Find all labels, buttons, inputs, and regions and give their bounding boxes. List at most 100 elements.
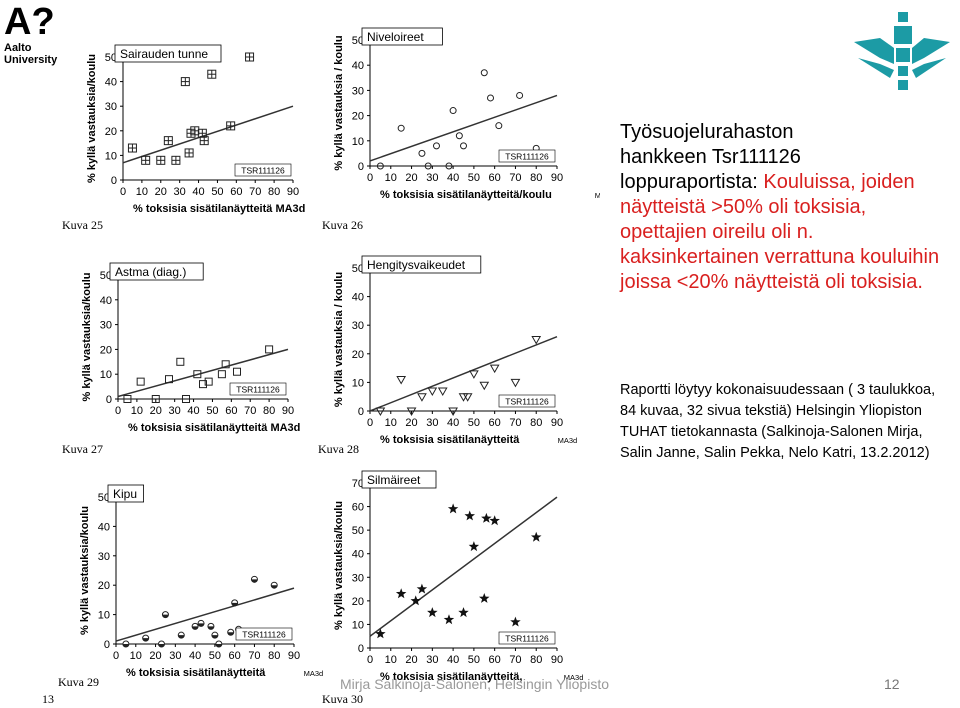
y-axis-label: % kyllä vastauksia/koulu <box>86 54 98 183</box>
data-point <box>479 593 490 603</box>
badge-frame <box>498 149 556 163</box>
x-tick-label: 90 <box>551 172 563 184</box>
x-tick-label: 10 <box>130 650 142 662</box>
data-point-fill <box>162 614 169 618</box>
data-point <box>460 142 467 150</box>
x-tick-label: 70 <box>248 650 260 662</box>
chart-title-frame <box>361 27 443 46</box>
trend-line <box>122 105 294 164</box>
x-tick-label: 30 <box>426 417 438 429</box>
y-tick-label: 30 <box>352 572 364 584</box>
x-tick-label: 90 <box>287 186 299 198</box>
data-point <box>397 124 405 132</box>
y-tick-label: 70 <box>352 478 364 490</box>
chart-title-box: Niveloireet <box>361 27 443 46</box>
x-tick-label: 50 <box>468 172 480 184</box>
helsinki-flame-icon <box>850 8 954 98</box>
x-tick-label: 40 <box>187 405 199 417</box>
x-tick-label: 0 <box>367 654 373 666</box>
trend-line <box>115 587 295 642</box>
data-point <box>193 370 202 379</box>
chart-title-frame <box>361 255 482 274</box>
y-tick-label: 10 <box>352 377 364 389</box>
chart-title: Silmäireet <box>367 473 421 487</box>
chart-title-frame <box>114 44 222 63</box>
data-point <box>479 381 490 391</box>
data-point <box>510 616 521 627</box>
data-point <box>462 393 473 402</box>
data-point <box>455 132 463 140</box>
chart-title-frame <box>361 470 437 489</box>
y-axis-label: % kyllä vastauksia/koulu <box>333 501 345 630</box>
y-tick-label: 0 <box>358 643 364 655</box>
chart-title: Sairauden tunne <box>120 47 208 61</box>
x-tick-label: 80 <box>268 186 280 198</box>
chart-caption: Kuva 26 <box>322 218 363 232</box>
x-tick-label: 60 <box>229 650 241 662</box>
data-point-fill <box>211 635 218 639</box>
y-tick-label: 10 <box>105 150 117 162</box>
data-point-fill <box>207 626 214 630</box>
data-point-fill <box>142 638 149 642</box>
data-point <box>123 395 132 403</box>
x-tick-label: 40 <box>447 172 459 184</box>
data-point <box>468 541 480 552</box>
title-line: loppuraportista: <box>620 171 764 193</box>
data-point <box>410 595 421 606</box>
data-point <box>489 515 500 526</box>
x-tick-label: 70 <box>509 417 521 429</box>
data-point <box>487 94 495 102</box>
y-tick-label: 30 <box>105 101 117 113</box>
x-axis-label: % toksisia sisätilanäytteitä <box>126 667 266 679</box>
x-tick-label: 0 <box>115 405 121 417</box>
data-point <box>458 607 469 618</box>
chart-title-frame <box>107 484 144 503</box>
y-tick-label: 40 <box>352 60 364 72</box>
x-tick-label: 0 <box>367 172 373 184</box>
chart-title-box: Sairauden tunne <box>114 44 222 63</box>
data-point <box>265 345 274 354</box>
data-point <box>432 142 440 150</box>
x-tick-label: 80 <box>530 417 542 429</box>
data-point <box>406 407 417 417</box>
x-axis-label: % toksisia sisätilanäytteitä MA3d <box>133 203 305 215</box>
y-tick-label: 30 <box>352 85 364 97</box>
y-tick-label: 20 <box>98 580 110 592</box>
x-tick-label: 60 <box>489 172 501 184</box>
x-tick-label: 30 <box>426 172 438 184</box>
y-axis-label: % kyllä vastauksia/koulu <box>81 272 93 401</box>
title-line: Työsuojelurahaston <box>620 121 794 143</box>
aalto-logo-name: Aalto University <box>4 42 58 66</box>
data-point <box>136 377 145 386</box>
title-highlight: Kouluissa, joiden näytteistä >50% oli to… <box>620 171 940 293</box>
y-tick-label: 50 <box>98 492 110 504</box>
x-tick-label: 10 <box>385 172 397 184</box>
y-tick-label: 20 <box>352 111 364 123</box>
data-point <box>376 162 384 170</box>
scatter-chart: 0 10 20 30 40 50 60 70 0 10 20 30 40 50 60 70 80 90 Silmäi… <box>333 470 583 683</box>
y-tick-label: 30 <box>98 551 110 563</box>
aalto-logo-mark: A? <box>4 1 55 43</box>
badge-frame <box>498 394 556 408</box>
chart-title-box: Astma (diag.) <box>109 262 204 281</box>
x-tick-label: 40 <box>447 417 459 429</box>
data-point <box>165 375 173 384</box>
aalto-logo: A? Aalto University <box>4 1 74 66</box>
y-tick-label: 30 <box>352 320 364 332</box>
x-tick-label: 10 <box>385 417 397 429</box>
data-point <box>176 357 185 366</box>
data-point <box>495 122 503 130</box>
data-point <box>510 378 521 388</box>
data-point <box>469 370 479 379</box>
data-point <box>182 395 190 403</box>
chart-title-box: Hengitysvaikeudet <box>361 255 482 274</box>
x-tick-label: 50 <box>468 654 480 666</box>
x-tick-label: 30 <box>174 186 186 198</box>
trend-line <box>369 496 558 637</box>
chart-caption: Kuva 27 <box>62 442 103 456</box>
x-tick-label: 60 <box>230 186 242 198</box>
x-axis-unit: MA3d <box>304 669 324 678</box>
scatter-chart: 0 10 20 30 40 50 0 10 20 30 40 50 60 70 80 90 Kipu TSR111… <box>79 484 324 679</box>
x-tick-label: 0 <box>113 650 119 662</box>
x-tick-label: 80 <box>530 654 542 666</box>
